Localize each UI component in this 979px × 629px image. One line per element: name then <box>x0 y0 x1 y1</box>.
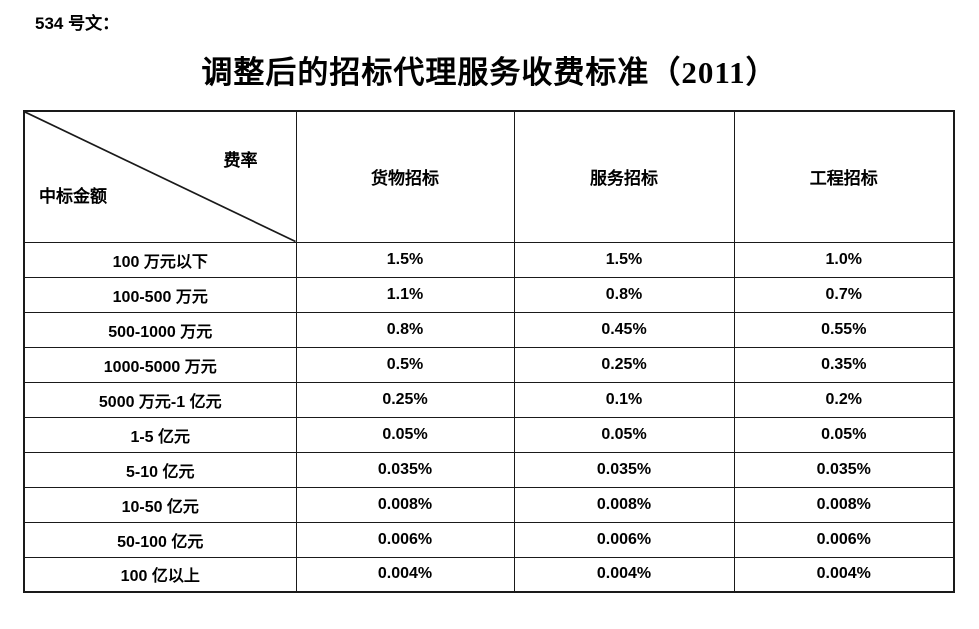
rate-cell: 0.035% <box>733 451 955 488</box>
rate-cell: 1.0% <box>733 241 955 278</box>
rate-cell: 0.35% <box>733 346 955 383</box>
table-header-row: 费率 中标金额 货物招标 服务招标 工程招标 <box>23 110 955 243</box>
diagonal-header-cell: 费率 中标金额 <box>23 110 297 243</box>
rate-cell: 0.004% <box>513 556 735 593</box>
rate-cell: 0.006% <box>295 521 515 558</box>
row-label: 1000-5000 万元 <box>23 346 297 383</box>
rate-cell: 0.004% <box>295 556 515 593</box>
rate-cell: 0.25% <box>513 346 735 383</box>
row-label: 100 万元以下 <box>23 241 297 278</box>
rate-cell: 0.05% <box>733 416 955 453</box>
table-row: 100-500 万元 1.1% 0.8% 0.7% <box>23 276 955 313</box>
table-row: 5000 万元-1 亿元 0.25% 0.1% 0.2% <box>23 381 955 418</box>
rate-cell: 0.25% <box>295 381 515 418</box>
rate-cell: 0.45% <box>513 311 735 348</box>
rate-cell: 0.035% <box>295 451 515 488</box>
row-label: 5-10 亿元 <box>23 451 297 488</box>
table-row: 100 亿以上 0.004% 0.004% 0.004% <box>23 556 955 593</box>
column-header-goods: 货物招标 <box>295 110 515 243</box>
table-row: 1-5 亿元 0.05% 0.05% 0.05% <box>23 416 955 453</box>
rate-cell: 0.006% <box>513 521 735 558</box>
rate-cell: 0.5% <box>295 346 515 383</box>
diagonal-line <box>25 112 296 242</box>
row-label: 1-5 亿元 <box>23 416 297 453</box>
rate-cell: 0.008% <box>295 486 515 523</box>
table-row: 5-10 亿元 0.035% 0.035% 0.035% <box>23 451 955 488</box>
rate-cell: 1.5% <box>295 241 515 278</box>
rate-cell: 0.004% <box>733 556 955 593</box>
corner-label-amount: 中标金额 <box>39 187 107 206</box>
table-row: 1000-5000 万元 0.5% 0.25% 0.35% <box>23 346 955 383</box>
rate-cell: 0.008% <box>733 486 955 523</box>
table-row: 100 万元以下 1.5% 1.5% 1.0% <box>23 241 955 278</box>
rate-cell: 0.05% <box>295 416 515 453</box>
fee-table: 费率 中标金额 货物招标 服务招标 工程招标 100 万元以下 1.5% 1.5… <box>23 110 955 593</box>
rate-cell: 0.008% <box>513 486 735 523</box>
row-label: 10-50 亿元 <box>23 486 297 523</box>
rate-cell: 0.05% <box>513 416 735 453</box>
rate-cell: 0.7% <box>733 276 955 313</box>
row-label: 100 亿以上 <box>23 556 297 593</box>
rate-cell: 0.1% <box>513 381 735 418</box>
rate-cell: 0.55% <box>733 311 955 348</box>
row-label: 500-1000 万元 <box>23 311 297 348</box>
rate-cell: 1.1% <box>295 276 515 313</box>
column-header-services: 服务招标 <box>513 110 735 243</box>
column-header-engineering: 工程招标 <box>733 110 955 243</box>
row-label: 50-100 亿元 <box>23 521 297 558</box>
rate-cell: 1.5% <box>513 241 735 278</box>
page-title: 调整后的招标代理服务收费标准（2011） <box>201 55 778 90</box>
row-label: 100-500 万元 <box>23 276 297 313</box>
rate-cell: 0.8% <box>513 276 735 313</box>
table-row: 500-1000 万元 0.8% 0.45% 0.55% <box>23 311 955 348</box>
corner-label-rate: 费率 <box>223 151 258 170</box>
rate-cell: 0.006% <box>733 521 955 558</box>
table-row: 50-100 亿元 0.006% 0.006% 0.006% <box>23 521 955 558</box>
table-row: 10-50 亿元 0.008% 0.008% 0.008% <box>23 486 955 523</box>
rate-cell: 0.2% <box>733 381 955 418</box>
doc-number-label: 534 号文： <box>35 14 120 33</box>
row-label: 5000 万元-1 亿元 <box>23 381 297 418</box>
rate-cell: 0.8% <box>295 311 515 348</box>
rate-cell: 0.035% <box>513 451 735 488</box>
